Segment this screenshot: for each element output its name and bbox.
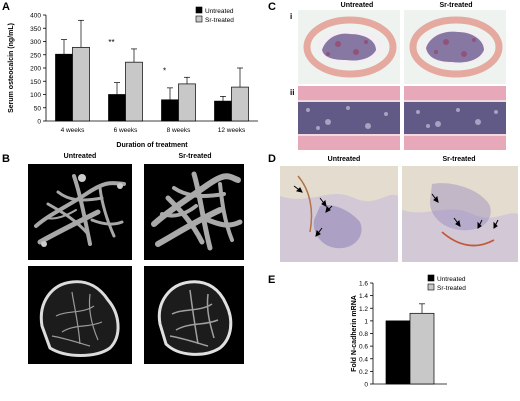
bar-srtreated-1 — [125, 61, 143, 122]
significance-label: ** — [108, 38, 114, 47]
panel-b-label: B — [2, 153, 10, 165]
legend-swatch-0 — [195, 6, 203, 14]
bar-srtreated-3 — [231, 86, 249, 122]
y-tick-label: 0 — [364, 382, 368, 389]
y-tick-label: 1 — [364, 318, 368, 325]
y-axis-title: Serum osteocalcin (ng/mL) — [8, 23, 15, 113]
b-col-sr-treated: Sr-treated — [178, 153, 212, 160]
c-i-sr-treated-image — [404, 10, 506, 84]
c-ii-sr-treated-image — [404, 86, 506, 150]
x-tick-label: 8 weeks — [167, 127, 192, 134]
bar-srtreated-2 — [178, 83, 196, 122]
y-tick-label: 0.4 — [359, 356, 368, 363]
y-tick-label: 200 — [30, 66, 41, 73]
b-ii-sr-treated-image — [144, 266, 244, 364]
d-col-untreated: Untreated — [327, 156, 361, 163]
y-tick-label: 250 — [30, 52, 41, 59]
legend-label-0: Untreated — [205, 8, 234, 15]
y-tick-label: 100 — [30, 92, 41, 99]
significance-label: * — [163, 66, 166, 75]
x-tick-label: 12 weeks — [218, 127, 246, 134]
y-axis-title: Fold N-cadherin mRNA — [351, 295, 358, 372]
bar-srtreated-0 — [72, 46, 90, 122]
y-tick-label: 1.2 — [359, 306, 368, 313]
y-tick-label: 0.6 — [359, 344, 368, 351]
bar-srtreated-0 — [409, 312, 435, 385]
d-sr-treated-image — [402, 166, 518, 262]
legend-swatch-1 — [427, 283, 435, 291]
y-tick-label: 150 — [30, 79, 41, 86]
d-col-sr-treated: Sr-treated — [442, 156, 476, 163]
b-i-sr-treated-image — [144, 164, 244, 260]
legend-label-1: Sr-treated — [205, 17, 234, 24]
y-tick-label: 1.6 — [359, 281, 368, 288]
panel-d-label: D — [268, 153, 276, 165]
c-col-untreated: Untreated — [340, 2, 374, 9]
bar-untreated-0 — [385, 320, 411, 385]
bar-untreated-3 — [214, 100, 232, 122]
y-tick-label: 0 — [37, 119, 41, 126]
y-tick-label: 300 — [30, 39, 41, 46]
panel-a-label: A — [2, 1, 10, 13]
y-tick-label: 350 — [30, 26, 41, 33]
y-tick-label: 1.4 — [359, 293, 368, 300]
y-tick-label: 50 — [34, 105, 42, 112]
x-tick-label: 4 weeks — [61, 127, 86, 134]
legend-label-0: Untreated — [437, 276, 466, 283]
bar-untreated-0 — [55, 53, 73, 122]
legend-swatch-1 — [195, 15, 203, 23]
c-col-sr-treated: Sr-treated — [439, 2, 473, 9]
x-axis-title: Duration of treatment — [116, 142, 188, 149]
bar-untreated-1 — [108, 94, 126, 122]
b-i-untreated-image — [28, 164, 132, 260]
y-tick-label: 0.2 — [359, 369, 368, 376]
x-tick-label: 6 weeks — [114, 127, 139, 134]
y-tick-label: 400 — [30, 13, 41, 20]
panel-c-label: C — [268, 1, 276, 13]
bar-untreated-2 — [161, 99, 179, 122]
c-i-untreated-image — [298, 10, 400, 84]
b-ii-untreated-image — [28, 266, 132, 364]
c-row-ii-label: ii — [290, 88, 295, 97]
d-untreated-image — [280, 166, 398, 262]
y-tick-label: 0.8 — [359, 331, 368, 338]
legend-label-1: Sr-treated — [437, 285, 466, 292]
legend-swatch-0 — [427, 274, 435, 282]
c-row-i-label: i — [290, 12, 293, 21]
b-col-untreated: Untreated — [63, 153, 97, 160]
panel-e-label: E — [268, 274, 276, 286]
c-ii-untreated-image — [298, 86, 400, 150]
